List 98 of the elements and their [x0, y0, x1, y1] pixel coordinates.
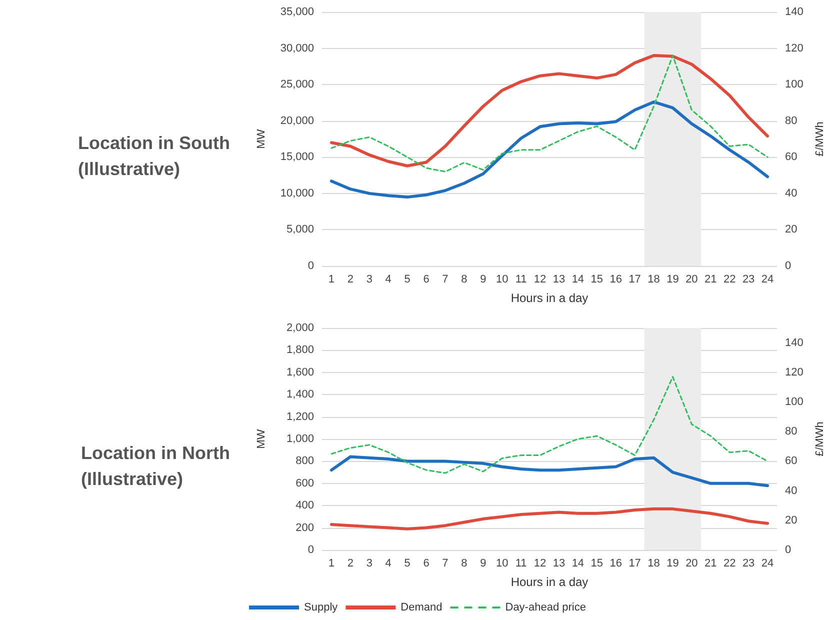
x-tick-label: 20: [686, 274, 698, 286]
x-tick-label: 10: [496, 274, 508, 286]
y2-tick-label: 40: [785, 484, 798, 497]
y2-tick-label: 20: [785, 224, 798, 236]
x-tick-label: 18: [648, 558, 660, 570]
y2-tick-label: 140: [785, 336, 804, 349]
y2-axis-title: £/MWh: [814, 122, 826, 156]
x-tick-label: 4: [385, 274, 392, 286]
x-axis-title: Hours in a day: [510, 291, 588, 305]
y2-tick-label: 80: [785, 114, 798, 127]
y2-tick-label: 80: [785, 426, 798, 438]
x-tick-label: 24: [761, 558, 774, 570]
y-tick-label: 10,000: [280, 187, 314, 200]
y-tick-label: 5,000: [286, 224, 314, 236]
x-tick-label: 8: [461, 558, 468, 570]
x-tick-label: 23: [742, 274, 755, 286]
y-tick-label: 15,000: [280, 151, 314, 164]
x-tick-label: 18: [648, 274, 660, 286]
x-tick-label: 6: [423, 558, 430, 570]
y-tick-label: 800: [296, 455, 314, 468]
legend-label: Demand: [400, 602, 442, 614]
line-series: [330, 507, 770, 530]
y-tick-label: 400: [296, 500, 314, 512]
y2-tick-label: 120: [785, 42, 804, 54]
x-tick-label: 13: [552, 558, 566, 570]
x-tick-label: 21: [704, 274, 717, 286]
x-tick-label: 22: [723, 558, 736, 570]
x-tick-label: 13: [552, 274, 566, 286]
x-tick-label: 14: [572, 558, 584, 570]
x-tick-label: 8: [461, 274, 468, 286]
x-tick-label: 2: [347, 274, 354, 286]
y2-tick-label: 40: [785, 187, 798, 200]
x-tick-label: 14: [572, 274, 584, 286]
y-tick-label: 1,400: [286, 388, 314, 401]
y2-tick-label: 100: [785, 396, 804, 408]
line-series: [330, 455, 770, 488]
x-tick-label: 12: [534, 558, 546, 570]
y2-axis-title: £/MWh: [814, 422, 826, 456]
x-axis-title: Hours in a day: [510, 575, 588, 589]
y-tick-label: 25,000: [280, 78, 314, 91]
x-tick-label: 19: [666, 558, 679, 570]
x-tick-label: 15: [590, 274, 604, 286]
x-tick-label: 11: [515, 558, 527, 570]
y-tick-label: 1,800: [286, 344, 314, 356]
y-axis-title: MW: [256, 128, 268, 149]
y2-tick-label: 20: [785, 514, 798, 526]
x-tick-label: 15: [590, 558, 604, 570]
y-tick-label: 30,000: [280, 42, 314, 54]
x-tick-label: 2: [347, 558, 354, 570]
x-tick-label: 5: [404, 274, 410, 286]
x-tick-label: 19: [666, 274, 679, 286]
y2-tick-label: 0: [785, 260, 792, 272]
y-tick-label: 0: [308, 260, 314, 272]
x-tick-label: 5: [404, 558, 410, 570]
x-tick-label: 1: [328, 558, 335, 570]
x-tick-label: 17: [628, 274, 641, 286]
x-tick-label: 12: [534, 274, 546, 286]
x-tick-label: 24: [761, 274, 774, 286]
legend-label: Supply: [304, 602, 338, 614]
x-tick-label: 23: [742, 558, 755, 570]
x-tick-label: 21: [704, 558, 717, 570]
y-tick-label: 2,000: [286, 322, 314, 334]
x-tick-label: 16: [610, 558, 622, 570]
y-tick-label: 600: [296, 477, 314, 490]
x-tick-label: 4: [385, 558, 392, 570]
x-tick-label: 10: [496, 558, 508, 570]
y2-tick-label: 120: [785, 366, 804, 378]
x-tick-label: 7: [442, 558, 448, 570]
text: Location in North (Illustrative): [81, 443, 230, 489]
x-tick-label: 3: [366, 274, 372, 286]
y-tick-label: 1,200: [286, 410, 314, 423]
text: Location in South (Illustrative): [78, 133, 230, 179]
y-tick-label: 1,000: [286, 433, 314, 445]
line-series: [330, 100, 770, 199]
y2-tick-label: 140: [785, 6, 804, 18]
x-tick-label: 9: [480, 274, 486, 286]
y2-tick-label: 0: [785, 544, 792, 556]
x-tick-label: 11: [515, 274, 527, 286]
y-tick-label: 0: [308, 544, 314, 556]
y2-tick-label: 60: [785, 151, 798, 164]
x-tick-label: 6: [423, 274, 430, 286]
x-tick-label: 3: [366, 558, 372, 570]
y2-tick-label: 60: [785, 455, 798, 468]
y-tick-label: 35,000: [280, 6, 314, 18]
y-tick-label: 20,000: [280, 114, 314, 127]
legend-label: Day-ahead price: [505, 602, 586, 614]
y2-tick-label: 100: [785, 78, 804, 91]
y-tick-label: 1,600: [286, 366, 314, 378]
x-tick-label: 1: [328, 274, 335, 286]
x-tick-label: 9: [480, 558, 486, 570]
x-tick-label: 17: [628, 558, 641, 570]
x-tick-label: 20: [686, 558, 698, 570]
x-tick-label: 22: [723, 274, 736, 286]
x-tick-label: 16: [610, 274, 622, 286]
y-tick-label: 200: [296, 522, 314, 534]
y-axis-title: MW: [256, 428, 268, 449]
x-tick-label: 7: [442, 274, 448, 286]
line-series: [330, 376, 768, 474]
